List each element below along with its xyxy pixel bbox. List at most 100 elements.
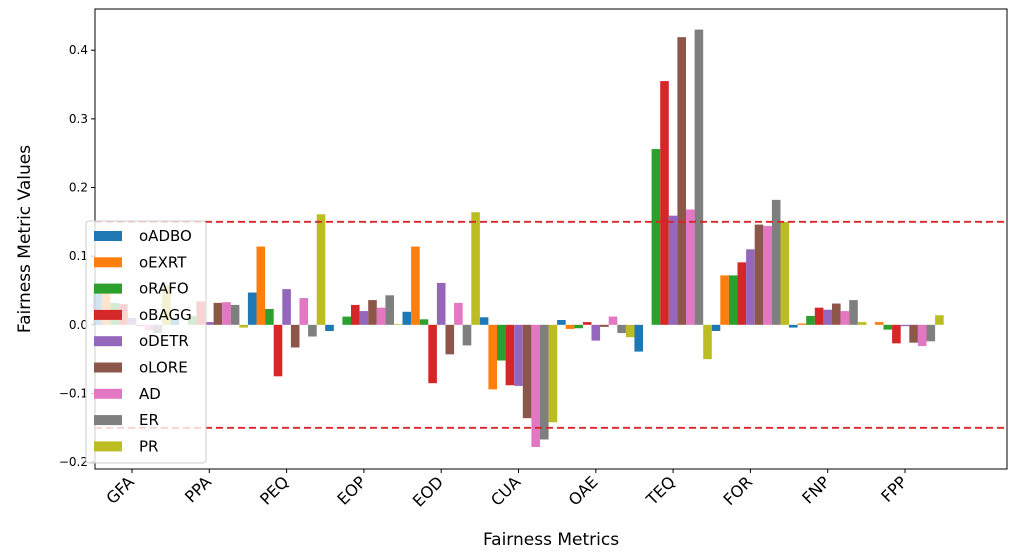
bar-oRAFO-EOP bbox=[342, 316, 351, 325]
x-axis: GFA PPA PEQ EOP EOD CUA OAE TEQ FOR FNP FPP bbox=[102, 469, 911, 511]
legend: oADBO oEXRT oRAFO oBAGG oDETR oLORE AD ER PR bbox=[85, 220, 207, 464]
bar-AD-CUA bbox=[531, 324, 540, 448]
x-tick-label: FPP bbox=[877, 472, 911, 506]
bar-oLORE-CUA bbox=[522, 324, 532, 419]
bar-oBAGG-FNP bbox=[814, 307, 824, 325]
legend-label-AD: AD bbox=[139, 385, 161, 403]
bar-oADBO-FNP bbox=[789, 324, 798, 328]
legend-label-oBAGG: oBAGG bbox=[139, 306, 192, 324]
bar-PR-FPP bbox=[935, 315, 944, 325]
legend-swatch-oADBO bbox=[94, 231, 122, 241]
bar-oRAFO-PEQ bbox=[265, 309, 274, 325]
bar-oBAGG-EOP bbox=[351, 304, 360, 325]
bar-oBAGG-EOD bbox=[428, 324, 437, 384]
legend-swatch-AD bbox=[94, 388, 122, 399]
bar-oADBO-OAE bbox=[557, 320, 566, 325]
bar-oEXRT-EOD bbox=[411, 246, 420, 325]
bar-oRAFO-FPP bbox=[883, 324, 893, 330]
bar-oLORE-TEQ bbox=[677, 37, 686, 325]
y-tick-label: −0.2 bbox=[59, 455, 88, 469]
legend-label-oEXRT: oEXRT bbox=[139, 253, 187, 271]
x-tick-label: TEQ bbox=[642, 472, 679, 509]
y-tick-label: 0.1 bbox=[69, 249, 88, 263]
bar-oDETR-PPA bbox=[205, 322, 214, 325]
bar-oBAGG-TEQ bbox=[660, 81, 669, 325]
bar-PR-EOP bbox=[394, 324, 403, 325]
bar-AD-EOD bbox=[454, 302, 463, 325]
bar-oRAFO-EOD bbox=[419, 319, 429, 325]
legend-label-oLORE: oLORE bbox=[139, 359, 188, 377]
legend-swatch-oEXRT bbox=[94, 257, 122, 268]
bar-PR-FNP bbox=[857, 322, 867, 325]
bar-oDETR-PEQ bbox=[282, 289, 291, 325]
bar-oLORE-FOR bbox=[754, 224, 764, 325]
legend-label-oADBO: oADBO bbox=[139, 227, 192, 245]
bar-oADBO-EOD bbox=[402, 311, 412, 325]
bar-oLORE-OAE bbox=[600, 324, 609, 327]
x-tick-label: CUA bbox=[487, 472, 524, 509]
bar-oADBO-EOP bbox=[325, 324, 334, 331]
y-tick-label: 0.0 bbox=[69, 318, 88, 332]
x-tick-label: EOP bbox=[333, 472, 370, 509]
bar-oEXRT-FOR bbox=[720, 275, 729, 325]
bar-oDETR-FPP bbox=[900, 324, 910, 327]
bar-PR-CUA bbox=[548, 324, 558, 423]
x-tick-label: EOD bbox=[409, 472, 447, 510]
bar-ER-FNP bbox=[849, 300, 858, 325]
bar-oDETR-TEQ bbox=[668, 215, 678, 325]
y-tick-label: −0.1 bbox=[59, 386, 88, 400]
y-axis-label: Fairness Metric Values bbox=[15, 145, 35, 333]
bar-oBAGG-FOR bbox=[737, 262, 747, 325]
x-tick-label: PEQ bbox=[256, 472, 292, 508]
bar-oLORE-FPP bbox=[909, 324, 918, 343]
legend-label-oDETR: oDETR bbox=[139, 332, 189, 350]
bar-oRAFO-CUA bbox=[497, 324, 506, 361]
bars-group bbox=[93, 29, 944, 448]
bar-oLORE-EOD bbox=[445, 324, 455, 355]
bar-AD-PEQ bbox=[299, 298, 309, 325]
bar-oDETR-CUA bbox=[514, 324, 523, 386]
bar-ER-EOP bbox=[385, 295, 394, 325]
bar-PR-FOR bbox=[780, 221, 790, 325]
legend-label-ER: ER bbox=[139, 411, 159, 429]
bar-AD-FOR bbox=[763, 225, 772, 325]
bar-ER-FPP bbox=[926, 324, 936, 342]
bar-oDETR-EOD bbox=[436, 282, 446, 325]
legend-swatch-PR bbox=[94, 441, 122, 452]
x-tick-label: FNP bbox=[798, 472, 833, 507]
bar-oLORE-PEQ bbox=[290, 324, 300, 348]
bar-PR-PPA bbox=[239, 324, 248, 328]
y-axis: −0.2 −0.1 0.0 0.1 0.2 0.3 0.4 bbox=[59, 43, 95, 469]
x-tick-label: OAE bbox=[565, 472, 602, 509]
bar-oRAFO-TEQ bbox=[651, 149, 661, 325]
bar-PR-PEQ bbox=[316, 214, 326, 325]
y-tick-label: 0.3 bbox=[69, 112, 88, 126]
bar-ER-EOD bbox=[462, 324, 472, 346]
legend-swatch-oLORE bbox=[94, 362, 122, 373]
bar-oADBO-TEQ bbox=[634, 324, 643, 352]
bar-ER-PEQ bbox=[308, 324, 317, 337]
bar-oDETR-EOP bbox=[359, 311, 369, 325]
bar-PR-OAE bbox=[625, 324, 635, 338]
bar-oRAFO-FNP bbox=[806, 315, 815, 325]
legend-box bbox=[85, 220, 207, 464]
bar-AD-FNP bbox=[840, 311, 850, 325]
bar-oBAGG-FPP bbox=[892, 324, 901, 344]
bar-AD-TEQ bbox=[686, 209, 695, 325]
bar-PR-EOD bbox=[471, 212, 480, 325]
bar-AD-FPP bbox=[917, 324, 927, 347]
x-tick-label: GFA bbox=[102, 472, 137, 507]
bar-AD-EOP bbox=[376, 307, 386, 325]
threshold-lines bbox=[95, 220, 1007, 429]
bar-oRAFO-OAE bbox=[574, 324, 583, 329]
bar-oADBO-PEQ bbox=[247, 292, 257, 325]
bar-AD-PPA bbox=[222, 302, 231, 325]
bar-oBAGG-PEQ bbox=[273, 324, 283, 377]
bar-PR-TEQ bbox=[703, 324, 712, 360]
bar-oADBO-CUA bbox=[479, 317, 489, 325]
x-axis-label: Fairness Metrics bbox=[483, 530, 619, 550]
bar-oDETR-OAE bbox=[591, 324, 601, 341]
bar-oLORE-PPA bbox=[213, 302, 223, 325]
bar-ER-TEQ bbox=[694, 29, 704, 325]
